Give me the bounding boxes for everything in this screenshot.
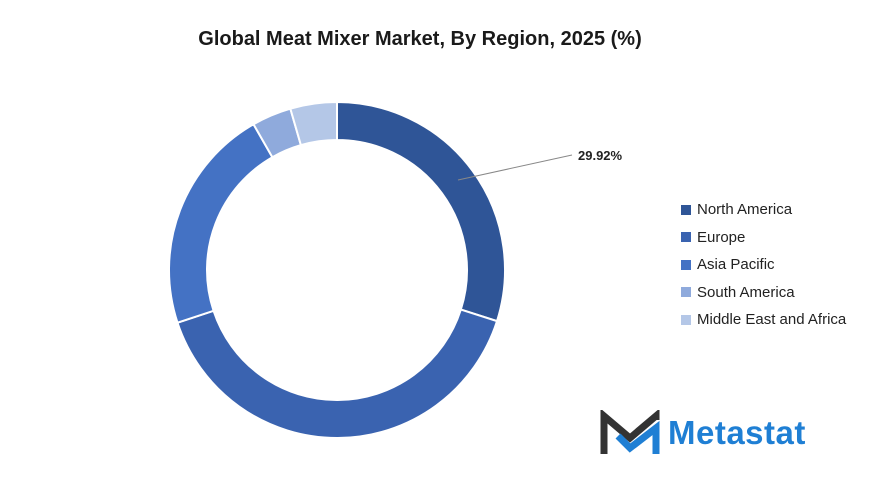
leader-line bbox=[457, 154, 573, 181]
legend-item: Middle East and Africa bbox=[681, 306, 846, 334]
legend-swatch bbox=[681, 287, 691, 298]
data-label-north-america: 29.92% bbox=[578, 148, 623, 163]
legend-label: South America bbox=[697, 283, 795, 301]
legend-item: North America bbox=[681, 196, 846, 224]
metastat-logo: Metastat bbox=[598, 410, 806, 456]
slice-north-america bbox=[336, 100, 506, 323]
logo-text: Metastat bbox=[668, 414, 806, 451]
legend-item: South America bbox=[681, 279, 846, 307]
legend-swatch bbox=[681, 259, 691, 270]
logo-icon bbox=[600, 410, 660, 454]
legend-label: Middle East and Africa bbox=[697, 311, 847, 329]
legend-item: Asia Pacific bbox=[681, 251, 846, 279]
legend-label: North America bbox=[697, 201, 793, 219]
legend-item: Europe bbox=[681, 224, 846, 252]
legend: North America Europe Asia Pacific South Ame… bbox=[681, 196, 846, 334]
legend-swatch bbox=[681, 204, 691, 215]
legend-swatch bbox=[681, 314, 691, 325]
legend-label: Europe bbox=[697, 228, 746, 246]
slice-europe bbox=[176, 308, 499, 439]
slice-asia-pacific bbox=[168, 122, 274, 324]
chart-title: Global Meat Mixer Market, By Region, 202… bbox=[198, 28, 642, 50]
legend-swatch bbox=[681, 232, 691, 243]
slice-middle-east-and-africa bbox=[289, 100, 338, 147]
legend-label: Asia Pacific bbox=[697, 256, 775, 274]
